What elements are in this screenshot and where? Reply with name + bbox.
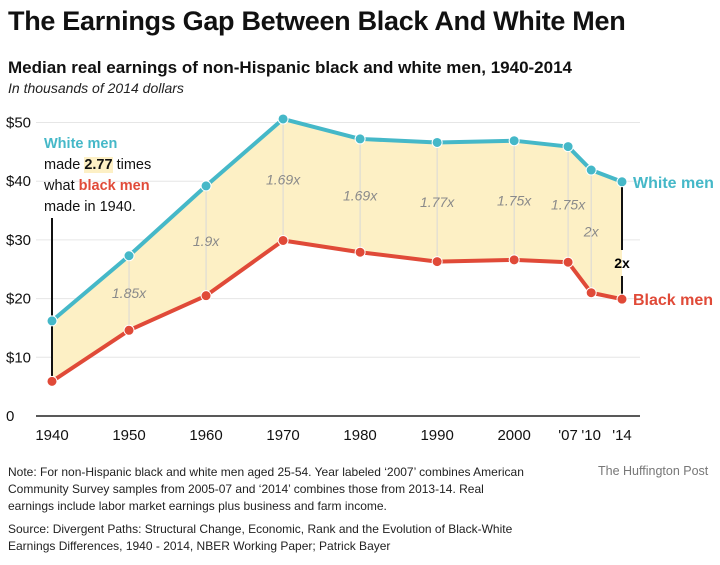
x-axis-ticks: 1940 1950 1960 1970 1980 1990 2000 '07'10 '14 bbox=[35, 427, 631, 444]
white-men-point bbox=[562, 141, 574, 153]
y-tick-label: 0 bbox=[6, 408, 14, 425]
black-men-point bbox=[508, 254, 520, 266]
black-men-point bbox=[46, 375, 58, 387]
page-title: The Earnings Gap Between Black And White… bbox=[8, 6, 626, 36]
gap-area bbox=[52, 118, 622, 382]
black-men-point bbox=[354, 246, 366, 258]
drop-lines bbox=[128, 118, 592, 331]
white-men-point bbox=[354, 133, 366, 145]
publisher-credit: The Huffington Post bbox=[598, 464, 709, 478]
y-tick-label: $30 bbox=[6, 232, 31, 249]
black-men-series-label: Black men bbox=[633, 292, 713, 309]
white-men-line bbox=[50, 116, 623, 323]
white-men-point bbox=[431, 136, 443, 148]
black-men-point bbox=[277, 234, 289, 246]
x-tick-label: 1970 bbox=[266, 427, 299, 444]
gap-annotation: White men made 2.77 times what black men… bbox=[44, 134, 151, 218]
ratio-label: 2x bbox=[583, 223, 600, 239]
x-tick-label: 1960 bbox=[189, 427, 222, 444]
annotation-text: made in 1940. bbox=[44, 199, 136, 215]
end-ratio-label: 2x bbox=[614, 255, 630, 271]
ratio-label: 1.69x bbox=[266, 172, 301, 188]
annotation-text: what bbox=[44, 178, 79, 194]
y-axis-ticks: 0 $10 $20 $30 $40 $50 bbox=[6, 115, 31, 426]
line-chart: 0 $10 $20 $30 $40 $50 1940 1950 1960 1970 1980 199… bbox=[6, 113, 714, 444]
x-tick-label: '10 bbox=[581, 427, 601, 444]
black-men-point bbox=[431, 256, 443, 268]
black-men-point bbox=[585, 287, 597, 299]
black-men-line bbox=[50, 238, 623, 384]
white-men-point bbox=[123, 250, 135, 262]
y-tick-label: $50 bbox=[6, 115, 31, 132]
chart-note: Note: For non-Hispanic black and white m… bbox=[8, 465, 524, 513]
chart-subtitle: Median real earnings of non-Hispanic bla… bbox=[8, 58, 573, 77]
ratio-label: 1.77x bbox=[420, 194, 455, 210]
white-men-point bbox=[46, 315, 58, 327]
x-tick-label: 1980 bbox=[343, 427, 376, 444]
annotation-ratio: 2.77 bbox=[84, 157, 113, 173]
white-men-series-label: White men bbox=[633, 175, 714, 192]
ratio-label: 1.85x bbox=[112, 285, 147, 301]
y-tick-label: $10 bbox=[6, 349, 31, 366]
ratio-label: 1.75x bbox=[497, 192, 532, 208]
x-tick-label: 1990 bbox=[420, 427, 453, 444]
black-men-point bbox=[616, 293, 628, 305]
annotation-black-men: black men bbox=[78, 178, 150, 194]
annotation-text: times bbox=[112, 157, 152, 173]
annotation-white-men: White men bbox=[44, 136, 118, 152]
ratio-label: 1.9x bbox=[193, 233, 220, 249]
white-men-point bbox=[277, 113, 289, 125]
black-men-points bbox=[46, 234, 628, 387]
ratio-labels: 1.85x 1.9x 1.69x 1.69x 1.77x 1.75x 1.75x 2x bbox=[112, 172, 600, 301]
white-men-point bbox=[616, 176, 628, 188]
white-men-points bbox=[46, 113, 628, 327]
white-men-point bbox=[508, 135, 520, 147]
chart-source: Source: Divergent Paths: Structural Chan… bbox=[8, 522, 513, 553]
x-tick-label: 1940 bbox=[35, 427, 68, 444]
x-tick-label: 1950 bbox=[112, 427, 145, 444]
black-men-point bbox=[123, 324, 135, 336]
black-men-point bbox=[562, 256, 574, 268]
ratio-label: 1.75x bbox=[551, 196, 586, 212]
units-label: In thousands of 2014 dollars bbox=[8, 80, 184, 96]
x-tick-label: '14 bbox=[612, 427, 632, 444]
ratio-label: 1.69x bbox=[343, 188, 378, 204]
annotation-text: made bbox=[44, 157, 85, 173]
x-tick-label: '07 bbox=[558, 427, 578, 444]
black-men-point bbox=[200, 290, 212, 302]
white-men-point bbox=[200, 180, 212, 192]
y-tick-label: $40 bbox=[6, 173, 31, 190]
y-tick-label: $20 bbox=[6, 291, 31, 308]
white-men-point bbox=[585, 164, 597, 176]
x-tick-label: 2000 bbox=[497, 427, 530, 444]
